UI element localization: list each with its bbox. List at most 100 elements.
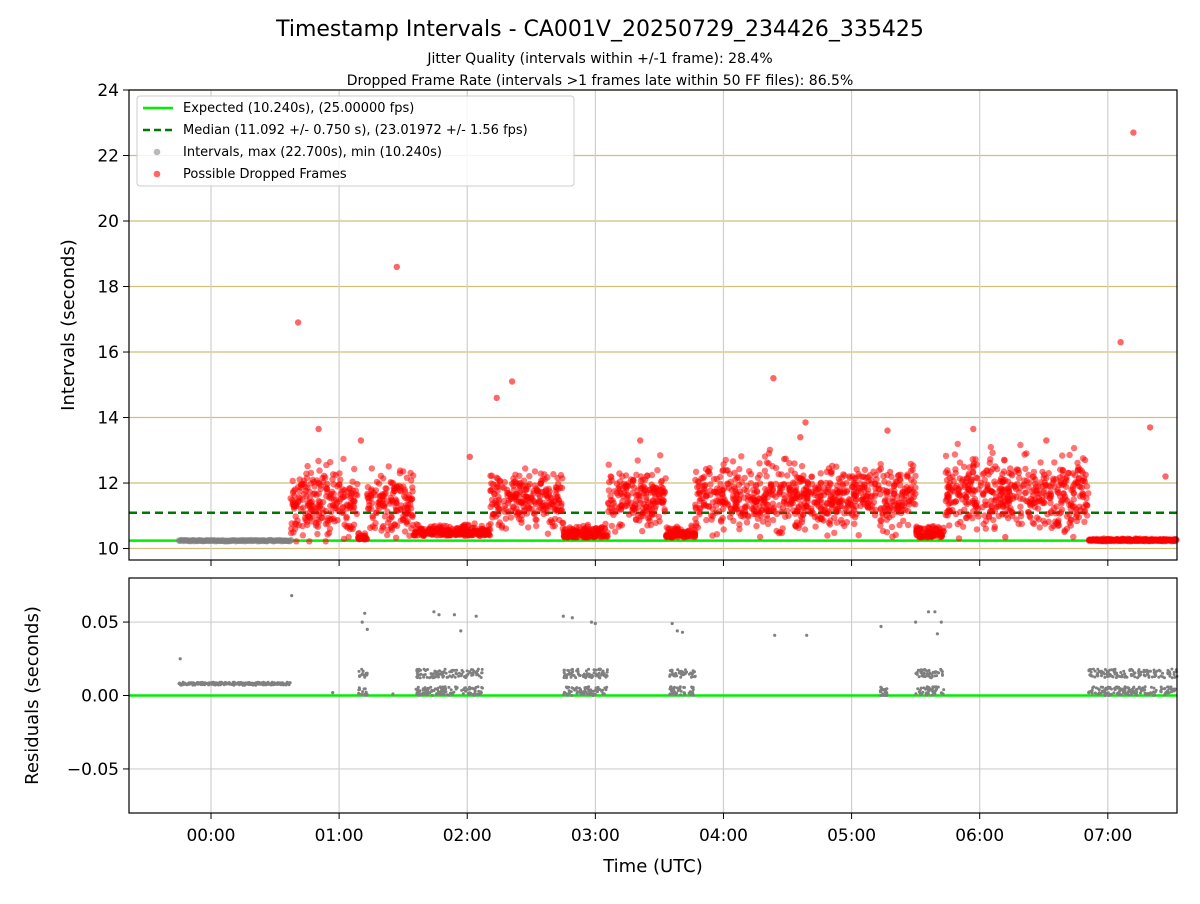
dropped-frame-point: [623, 482, 631, 489]
dropped-frame-point: [837, 497, 845, 505]
dropped-frame-point: [1043, 437, 1050, 444]
dropped-frame-point: [705, 468, 712, 475]
residual-point: [441, 675, 445, 679]
residual-point: [881, 694, 885, 697]
residual-point: [360, 667, 364, 671]
residual-point: [454, 671, 458, 675]
dropped-frame-point: [1162, 473, 1169, 480]
dropped-frame-point: [370, 489, 377, 496]
dropped-frame-point: [991, 478, 998, 485]
figure-subtitle-dropped: Dropped Frame Rate (intervals >1 frames …: [347, 73, 854, 89]
dropped-frame-point: [401, 493, 408, 500]
dropped-frame-point: [410, 472, 417, 479]
dropped-frame-point: [1093, 537, 1101, 544]
residual-point: [465, 688, 469, 692]
dropped-frame-point: [373, 478, 381, 486]
dropped-frame-point: [306, 498, 313, 506]
dropped-frame-point: [508, 378, 516, 385]
dropped-frame-point: [969, 456, 976, 463]
dropped-frame-point: [507, 514, 515, 521]
dropped-frame-point: [812, 523, 819, 530]
dropped-frame-point: [736, 521, 743, 528]
dropped-frame-point: [627, 499, 634, 506]
dropped-frame-point: [872, 506, 879, 514]
dropped-frame-point: [821, 485, 828, 492]
dropped-frame-point: [855, 532, 862, 539]
dropped-frame-point: [986, 459, 993, 467]
residual-point: [940, 691, 944, 695]
dropped-frame-point: [868, 476, 875, 484]
dropped-frame-point: [495, 483, 502, 490]
dropped-frame-point: [884, 471, 891, 479]
dropped-frame-point: [1040, 474, 1047, 481]
dropped-frame-point: [340, 535, 348, 543]
dropped-frame-point: [583, 534, 590, 541]
dropped-frame-point: [993, 503, 1000, 510]
dropped-frame-point: [318, 514, 325, 521]
residual-point: [426, 686, 430, 690]
dropped-frame-point: [910, 493, 917, 501]
dropped-frame-point: [973, 526, 981, 533]
residual-point: [425, 675, 429, 679]
residual-point: [935, 632, 940, 636]
dropped-frame-point: [516, 494, 523, 501]
residual-point: [288, 681, 292, 685]
residual-point: [423, 689, 427, 692]
dropped-frame-point: [901, 496, 908, 503]
dropped-frame-point: [341, 521, 348, 528]
dropped-frame-point: [1055, 489, 1062, 496]
residual-point: [571, 667, 574, 671]
residual-point: [1129, 673, 1133, 676]
dropped-frame-point: [409, 513, 416, 520]
dropped-frame-point: [502, 515, 509, 522]
y-tick-label: 14: [97, 409, 119, 429]
residual-point: [1100, 674, 1103, 678]
dropped-frame-point: [1070, 444, 1078, 452]
dropped-frame-point: [293, 538, 300, 545]
residual-point: [935, 687, 938, 691]
dropped-frame-point: [784, 472, 791, 479]
legend-intervals-label: Intervals, max (22.700s), min (10.240s): [183, 145, 442, 160]
dropped-frame-point: [613, 480, 621, 487]
dropped-frame-point: [864, 490, 872, 498]
dropped-frame-point: [846, 496, 853, 503]
residual-point: [432, 610, 436, 614]
dropped-frame-point: [969, 468, 977, 476]
residual-point: [668, 693, 672, 696]
dropped-frame-point: [988, 497, 995, 504]
dropped-frame-point: [401, 486, 408, 493]
residual-point: [1170, 667, 1174, 671]
dropped-frame-point: [697, 495, 704, 503]
dropped-frame-point: [330, 481, 337, 488]
dropped-frame-point: [488, 496, 496, 503]
residual-point: [480, 667, 484, 671]
dropped-frame-point: [736, 526, 743, 533]
dropped-frame-point: [938, 532, 945, 539]
residual-point: [1153, 671, 1157, 674]
dropped-frame-point: [1071, 472, 1079, 479]
residual-point: [670, 687, 674, 690]
dropped-frame-point: [1074, 466, 1082, 474]
residual-point: [432, 676, 436, 680]
dropped-frame-point: [646, 486, 654, 494]
y-tick-label: 16: [97, 343, 119, 363]
residual-point: [418, 673, 422, 677]
residual-point: [925, 691, 929, 695]
residual-point: [1152, 690, 1155, 694]
dropped-frame-point: [603, 533, 610, 541]
dropped-frame-point: [583, 526, 590, 534]
residual-point: [1089, 674, 1093, 678]
dropped-frame-point: [630, 484, 638, 491]
dropped-frame-point: [633, 516, 640, 524]
residual-point: [457, 674, 461, 678]
dropped-frame-point: [352, 491, 360, 498]
dropped-frame-point: [729, 458, 737, 465]
dropped-frame-point: [982, 517, 990, 525]
residual-point: [939, 620, 943, 624]
dropped-frame-point: [950, 478, 957, 485]
dropped-frame-point: [956, 459, 964, 466]
dropped-frame-point: [1013, 466, 1021, 473]
dropped-frame-point: [696, 511, 703, 518]
dropped-frame-point: [827, 469, 834, 476]
residual-point: [362, 687, 366, 691]
